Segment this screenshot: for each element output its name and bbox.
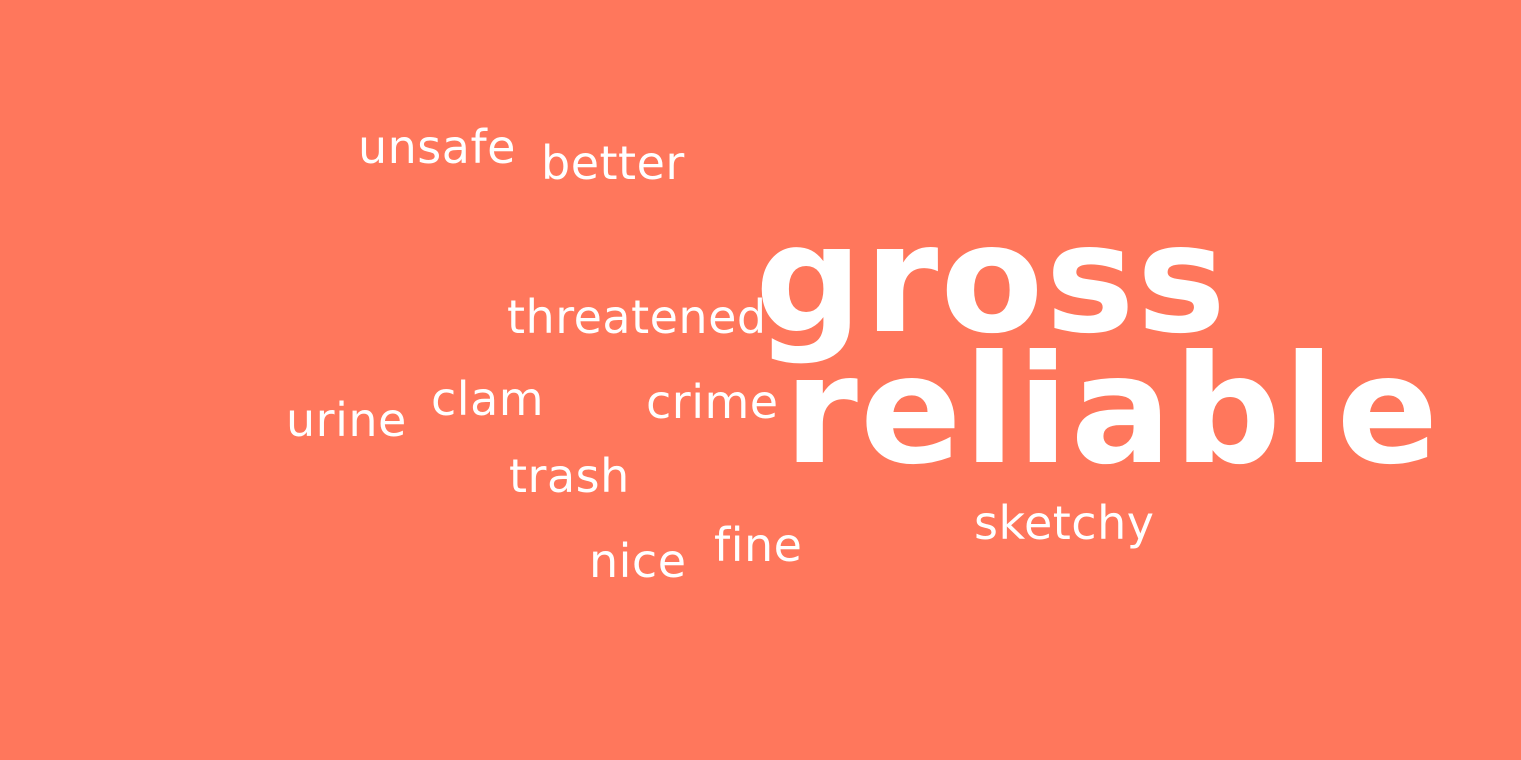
word-sketchy: sketchy — [974, 496, 1155, 550]
word-threatened: threatened — [507, 290, 767, 344]
word-reliable: reliable — [784, 324, 1441, 498]
word-nice: nice — [589, 534, 687, 588]
word-gross: gross — [755, 193, 1228, 367]
word-urine: urine — [286, 393, 407, 447]
word-crime: crime — [646, 375, 779, 429]
word-better: better — [541, 136, 685, 190]
word-fine: fine — [714, 518, 803, 572]
word-trash: trash — [509, 449, 630, 503]
word-clam: clam — [431, 372, 545, 426]
word-unsafe: unsafe — [358, 120, 516, 174]
